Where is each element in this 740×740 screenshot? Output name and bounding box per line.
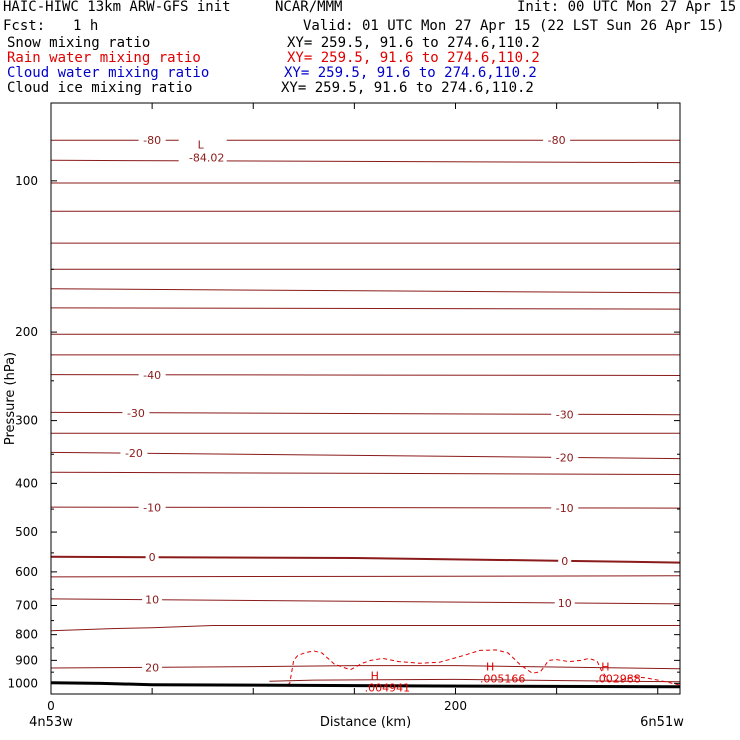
temperature-contour-label: 10 (558, 597, 572, 610)
y-tick-label: 300 (15, 414, 38, 428)
y-tick-label: 1000 (7, 676, 38, 690)
ground-surface (50, 681, 681, 689)
y-tick-label: 400 (15, 476, 38, 490)
temperature-contour-label: 0 (561, 555, 568, 568)
temperature-contours (50, 139, 681, 683)
contour-label-background (138, 368, 166, 381)
temperature-contour-label: 0 (149, 551, 156, 564)
temperature-contour-label: -40 (143, 369, 161, 382)
forecast-label: Fcst: (3, 18, 46, 34)
forecast-hour: 1 h (73, 18, 99, 34)
field-xy-snow: XY= 259.5, 91.6 to 274.6,110.2 (287, 35, 540, 51)
temperature-contour-line (50, 288, 681, 294)
contour-label-background (558, 554, 572, 567)
rain-maximum-value: .004941 (365, 681, 411, 694)
rain-maximum-value: .002988 (595, 672, 641, 685)
contour-label-background (138, 501, 166, 514)
y-tick-label: 800 (15, 628, 38, 642)
temperature-contour-label: -30 (556, 408, 574, 421)
temperature-contour-line (269, 678, 681, 683)
temperature-contour-line (50, 411, 681, 416)
temperature-contour-label: -20 (556, 451, 574, 464)
plot-frame (50, 102, 681, 695)
y-tick-label: 600 (15, 565, 38, 579)
temperature-contour-line (50, 665, 681, 670)
field-name-snow: Snow mixing ratio (7, 35, 151, 51)
field-name-cloud-water: Cloud water mixing ratio (7, 65, 210, 81)
contour-label-background (554, 597, 575, 610)
field-xy-cloud-water: XY= 259.5, 91.6 to 274.6,110.2 (284, 65, 537, 81)
contour-label-background (145, 551, 159, 564)
temperature-contour-label: -80 (143, 134, 161, 147)
contour-label-background (120, 447, 148, 460)
temperature-contour-label: -20 (125, 447, 143, 460)
center-label: NCAR/MMM (275, 0, 343, 15)
low-marker: L (198, 138, 205, 151)
temperature-contour-line (50, 471, 681, 475)
temperature-contour-label: -10 (143, 501, 161, 514)
contour-labels: -80 -80 -40 -30 -30 -20 -20 -10 -10 0 0 10 10 20 L-84.… (120, 134, 641, 694)
temperature-contour-line (50, 451, 681, 460)
rain-maximum-marker: H (601, 660, 609, 673)
contour-label-background (551, 408, 579, 421)
temperature-contour-label: 20 (145, 661, 159, 674)
contour-label-background (138, 134, 166, 147)
rain-water-contours (287, 649, 681, 686)
rain-water-contour-line (287, 649, 681, 686)
field-xy-rain: XY= 259.5, 91.6 to 274.6,110.2 (287, 50, 540, 66)
temperature-contour-line (50, 575, 681, 578)
y-tick-label: 900 (15, 653, 38, 667)
temperature-contour-label: -80 (548, 134, 566, 147)
rain-maximum-marker: H (486, 660, 494, 673)
x-axis-title: Distance (km) (320, 715, 411, 730)
low-value: -84.02 (189, 151, 224, 164)
rain-maximum-value: .005166 (480, 672, 526, 685)
right-endpoint-label: 6n51w (640, 715, 684, 730)
temperature-contour-line (50, 307, 681, 310)
y-tick-label: 500 (15, 525, 38, 539)
field-name-cloud-ice: Cloud ice mixing ratio (7, 80, 193, 96)
y-axis-title: Pressure (hPa) (3, 352, 18, 445)
x-tick-label: 0 (47, 699, 55, 713)
extremum-label-background (178, 135, 227, 164)
contour-label-background (142, 593, 163, 606)
temperature-contour-line (50, 506, 681, 509)
contour-label-background (122, 406, 150, 419)
ground-line (50, 681, 681, 689)
model-title: HAIC-HIWC 13km ARW-GFS init (3, 0, 231, 15)
temperature-contour-line (50, 598, 681, 605)
rain-maximum-marker: H (371, 669, 379, 682)
contour-label-background (543, 134, 571, 147)
temperature-contour-label: 10 (145, 594, 159, 607)
contour-label-background (551, 451, 579, 464)
temperature-contour-line (50, 555, 681, 564)
temperature-contour-line (50, 374, 681, 376)
y-tick-label: 100 (15, 174, 38, 188)
field-xy-cloud-ice: XY= 259.5, 91.6 to 274.6,110.2 (281, 80, 534, 96)
temperature-contour-line (50, 159, 681, 164)
contour-label-background (142, 661, 163, 674)
valid-time: Valid: 01 UTC Mon 27 Apr 15 (22 LST Sun … (303, 18, 725, 34)
field-name-rain: Rain water mixing ratio (7, 50, 201, 66)
init-time: Init: 00 UTC Mon 27 Apr 15 (517, 0, 737, 15)
y-tick-label: 200 (15, 325, 38, 339)
left-endpoint-label: 4n53w (29, 715, 73, 730)
temperature-contour-label: -10 (556, 502, 574, 515)
contour-label-background (551, 501, 579, 514)
temperature-contour-line (50, 625, 680, 632)
temperature-contour-label: -30 (127, 407, 145, 420)
x-tick-label: 200 (444, 699, 467, 713)
y-tick-label: 700 (15, 599, 38, 613)
